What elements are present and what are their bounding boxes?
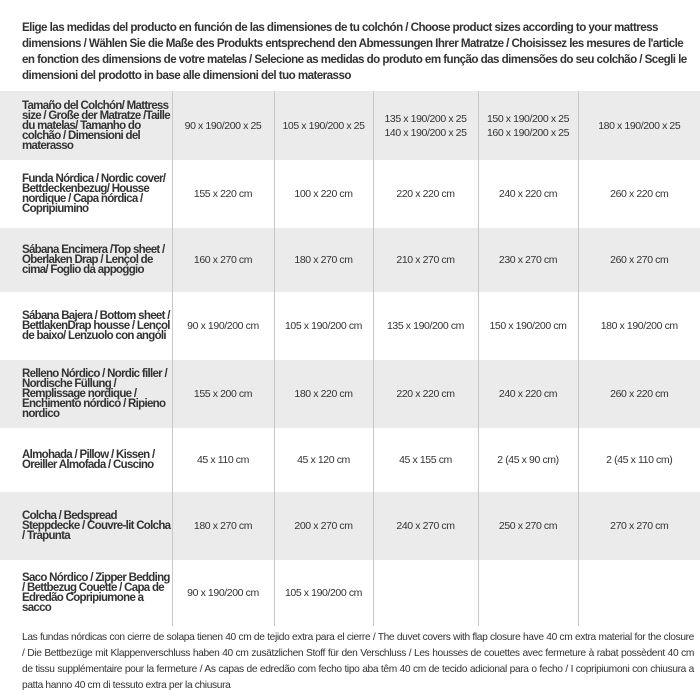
size-cell: 105 x 190/200 cm [273,560,373,626]
product-label: Sábana Encimera /Top sheet / Oberlaken D… [22,244,165,276]
header-row: Tamaño del Colchón/ Mattress size / Groß… [0,91,700,160]
product-label: Almohada / Pillow / Kissen / Oreiller Al… [22,449,155,471]
size-cell: 2 (45 x 90 cm) [477,428,578,492]
size-cell: 45 x 155 cm [372,428,478,492]
size-cell: 90 x 190/200 cm [171,292,274,360]
size-cell: 220 x 220 cm [372,160,478,228]
size-cell: 150 x 190/200 cm [477,292,578,360]
size-cell: 240 x 220 cm [477,160,578,228]
size-cell: 210 x 270 cm [372,228,478,292]
mattress-size-label: Tamaño del Colchón/ Mattress size / Groß… [22,99,171,152]
mattress-size: 105 x 190/200 x 25 [282,119,365,132]
mattress-size-cell: 105 x 190/200 x 25 [273,91,373,160]
size-cell: 45 x 110 cm [171,428,274,492]
size-cell: 180 x 220 cm [273,360,373,428]
size-cell: 260 x 270 cm [577,228,700,292]
mattress-size: 135 x 190/200 x 25 [384,112,467,125]
size-cell: 160 x 270 cm [171,228,274,292]
size-cell [477,560,578,626]
mattress-size: 90 x 190/200 x 25 [184,119,262,132]
size-cell: 240 x 270 cm [372,492,478,560]
size-cell: 155 x 200 cm [171,360,274,428]
mattress-size: 150 x 190/200 x 25 [486,112,570,125]
size-table: Tamaño del Colchón/ Mattress size / Groß… [0,91,700,626]
size-cell: 270 x 270 cm [577,492,700,560]
size-cell: 180 x 190/200 cm [577,292,700,360]
mattress-size: 160 x 190/200 x 25 [486,126,570,139]
size-cell: 240 x 220 cm [477,360,578,428]
product-label: Sábana Bajera / Bottom sheet / Bettlaken… [22,310,170,342]
mattress-size: 140 x 190/200 x 25 [384,126,467,139]
size-cell [372,560,478,626]
size-cell: 220 x 220 cm [372,360,478,428]
size-cell: 90 x 190/200 cm [171,560,274,626]
size-cell: 200 x 270 cm [273,492,373,560]
size-cell: 180 x 270 cm [273,228,373,292]
product-label: Funda Nórdica / Nordic cover/ Bettdecken… [22,173,166,215]
table-row: Colcha / Bedspread Steppdecke / Couvre-l… [0,492,700,560]
size-cell: 260 x 220 cm [577,160,700,228]
size-cell: 45 x 120 cm [273,428,373,492]
size-cell: 260 x 220 cm [577,360,700,428]
intro-text: Elige las medidas del producto en funció… [22,21,687,82]
table-row: Saco Nórdico / Zipper Bedding / Bettbezu… [0,560,700,626]
size-cell: 250 x 270 cm [477,492,578,560]
mattress-size-cell: 180 x 190/200 x 25 [577,91,700,160]
mattress-size-cell: 150 x 190/200 x 25 160 x 190/200 x 25 [477,91,578,160]
footnote: Las fundas nórdicas con cierre de solapa… [22,632,694,691]
product-label: Colcha / Bedspread Steppdecke / Couvre-l… [22,510,171,542]
product-label: Saco Nórdico / Zipper Bedding / Bettbezu… [22,572,170,614]
table-row: Relleno Nórdico / Nordic filler / Nordis… [0,360,700,428]
size-cell: 100 x 220 cm [273,160,373,228]
size-cell: 230 x 270 cm [477,228,578,292]
table-row: Funda Nórdica / Nordic cover/ Bettdecken… [0,160,700,228]
mattress-size-cell: 135 x 190/200 x 25 140 x 190/200 x 25 [372,91,478,160]
table-row: Sábana Bajera / Bottom sheet / Bettlaken… [0,292,700,360]
table-row: Almohada / Pillow / Kissen / Oreiller Al… [0,428,700,492]
table-row: Sábana Encimera /Top sheet / Oberlaken D… [0,228,700,292]
size-cell: 155 x 220 cm [171,160,274,228]
size-cell: 135 x 190/200 cm [372,292,478,360]
mattress-size: 180 x 190/200 x 25 [598,119,681,132]
size-cell: 2 (45 x 110 cm) [577,428,700,492]
product-label: Relleno Nórdico / Nordic filler / Nordis… [22,368,168,420]
size-cell: 105 x 190/200 cm [273,292,373,360]
size-cell: 180 x 270 cm [171,492,274,560]
mattress-size-cell: 90 x 190/200 x 25 [171,91,274,160]
size-cell [577,560,700,626]
